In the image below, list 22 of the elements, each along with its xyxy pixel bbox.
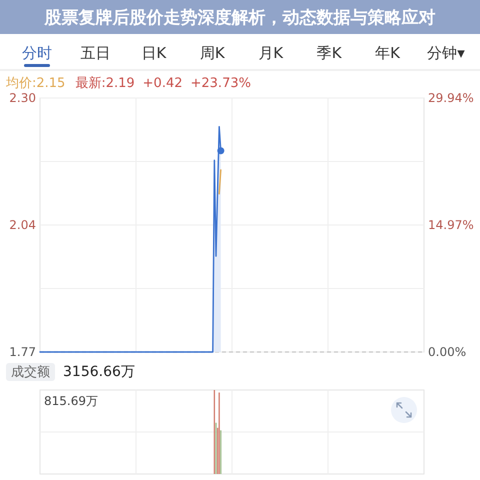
annotation: 815.69万: [44, 394, 98, 408]
text: 周K: [200, 44, 226, 62]
y-tick-label: 1.77: [9, 345, 36, 359]
text: 月K: [258, 44, 284, 62]
text: 均价:2.15: [5, 76, 66, 91]
y-tick-label: 2.30: [9, 91, 36, 105]
y2-tick-label: 14.97%: [428, 218, 474, 232]
y2-tick-label: 0.00%: [428, 345, 466, 359]
text: 年K: [375, 44, 402, 62]
text: 五日: [80, 44, 110, 62]
text: 日K: [141, 44, 168, 62]
text: 分钟▾: [427, 44, 466, 62]
y2-tick-label: 29.94%: [428, 91, 474, 105]
y-tick-label: 2.04: [9, 218, 36, 232]
text: 分时: [22, 44, 52, 62]
text: +23.73%: [190, 76, 251, 91]
text: +0.42: [142, 76, 182, 91]
text: 最新:2.19: [75, 76, 135, 91]
text: 3156.66万: [63, 364, 135, 380]
text: 股票复牌后股价走势深度解析，动态数据与策略应对: [44, 8, 436, 28]
text: 季K: [316, 44, 343, 62]
chart-title: 成交额: [11, 364, 50, 380]
